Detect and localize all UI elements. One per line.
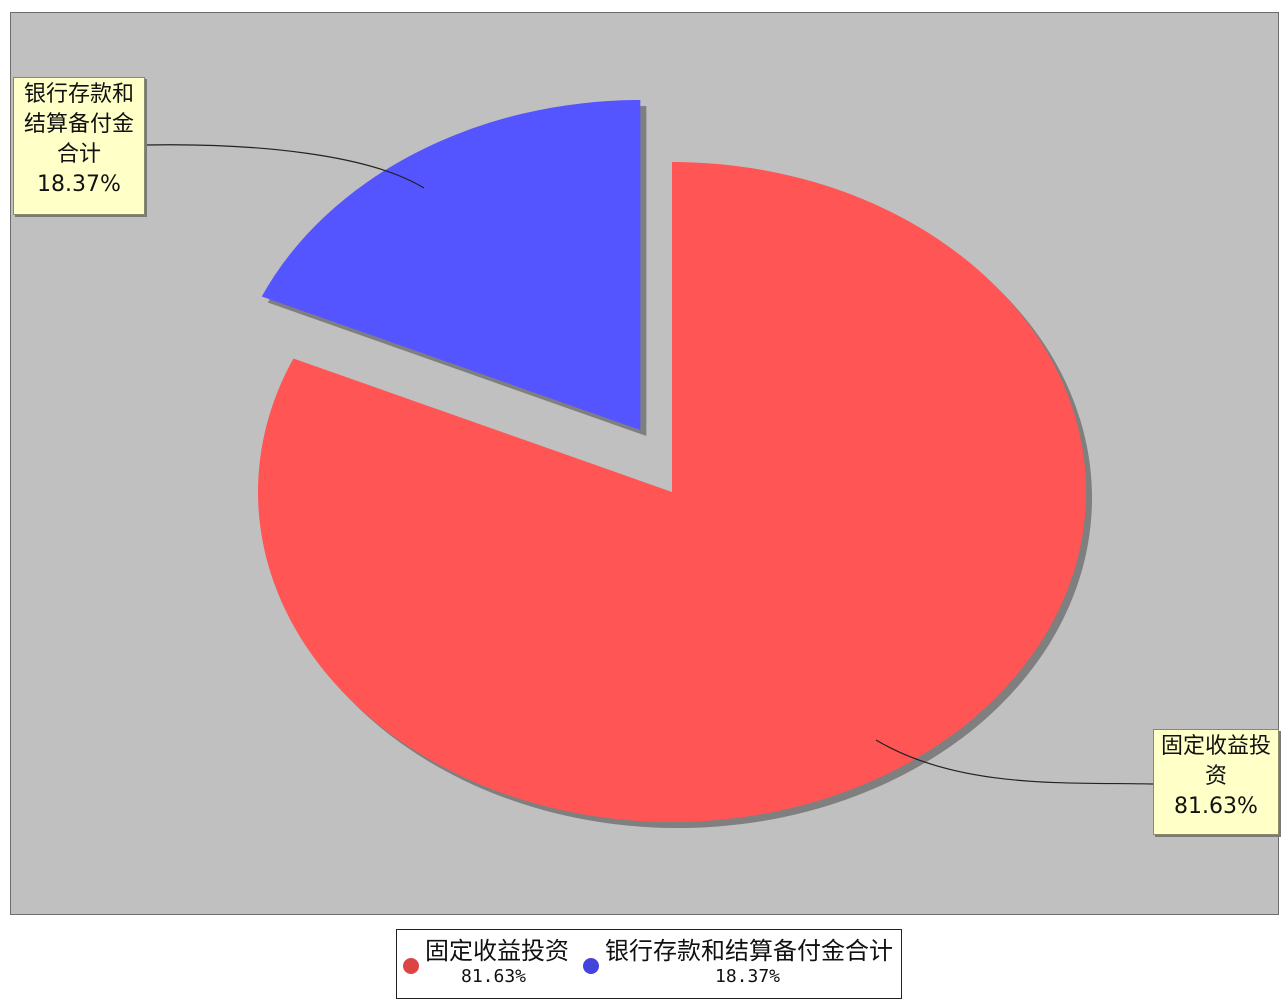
callout-fixed-income: 固定收益投 资 81.63% xyxy=(1153,729,1279,835)
callout-label-line: 结算备付金 xyxy=(23,112,134,137)
slice-bank-deposits[interactable] xyxy=(261,100,641,431)
legend: 固定收益投资 81.63% 银行存款和结算备付金合计 18.37% xyxy=(396,929,902,999)
callout-label-line: 资 xyxy=(1204,764,1227,789)
legend-dot-blue xyxy=(583,958,599,974)
callout-label-line: 固定收益投 xyxy=(1160,734,1271,759)
callout-percent: 81.63% xyxy=(1174,794,1258,819)
legend-item-fixed-income[interactable]: 固定收益投资 81.63% xyxy=(397,930,577,1000)
callout-label-line: 银行存款和 xyxy=(23,82,134,107)
slice-fixed-income[interactable] xyxy=(258,162,1086,822)
callout-label-line: 合计 xyxy=(56,142,101,167)
legend-label: 固定收益投资 xyxy=(425,937,569,965)
callout-percent: 18.37% xyxy=(37,172,121,197)
legend-item-bank-deposits[interactable]: 银行存款和结算备付金合计 18.37% xyxy=(577,930,901,1000)
legend-percent: 18.37% xyxy=(715,966,781,987)
legend-label: 银行存款和结算备付金合计 xyxy=(605,937,893,965)
callout-bank-deposits: 银行存款和 结算备付金 合计 18.37% xyxy=(13,77,145,215)
legend-dot-red xyxy=(403,958,419,974)
leader-line-bank-deposits xyxy=(144,144,425,189)
legend-percent: 81.63% xyxy=(461,966,527,987)
leader-line-fixed-income xyxy=(875,739,1154,785)
